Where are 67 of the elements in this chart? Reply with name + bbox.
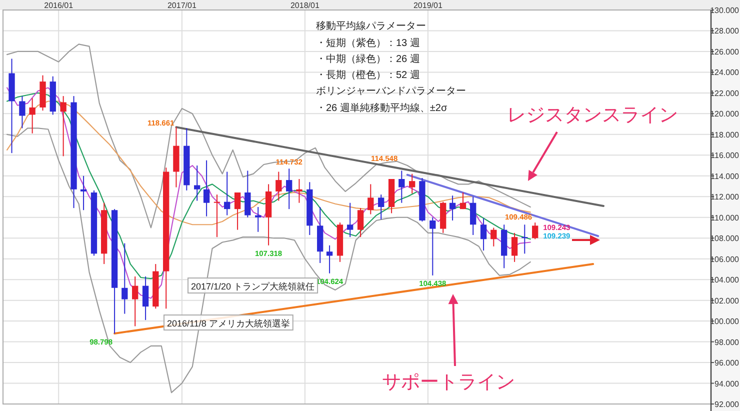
x-tick-label: 2019/01 (413, 1, 443, 10)
y-tick-label: 120.000 (710, 110, 740, 119)
y-tick-label: 118.000 (710, 130, 740, 140)
y-tick-label: 98.000 (714, 338, 740, 347)
annotation: 2017/1/20 トランプ大統領就任 (191, 282, 315, 292)
y-tick-label: 130.000 (710, 6, 740, 15)
candlestick (347, 202, 354, 238)
candlestick (19, 96, 26, 129)
annotation: ・中期（緑色）：26 週 (316, 53, 420, 65)
candlestick (244, 170, 251, 218)
candlestick (430, 216, 436, 276)
y-tick-label: 104.000 (710, 276, 740, 285)
annotation: ・短期（紫色）：13 週 (316, 37, 420, 49)
y-tick-label: 94.000 (714, 379, 740, 388)
candlestick (142, 276, 149, 321)
y-tick-label: 108.000 (710, 234, 740, 244)
y-tick-label: 128.000 (710, 26, 740, 36)
candlestick (449, 195, 456, 221)
candlestick (276, 171, 282, 202)
line-series (6, 128, 531, 394)
candlestick (224, 171, 230, 216)
annotation: ・長期（橙色）：52 週 (316, 69, 420, 81)
candlestick (398, 170, 405, 204)
annotation: ボリンジャーバンドパラメーター (316, 86, 466, 97)
y-tick-label: 114.000 (710, 172, 740, 181)
x-tick-label: 2018/01 (290, 1, 320, 10)
candlestick (480, 218, 487, 252)
candlestick (286, 168, 292, 210)
annotation: 移動平均線パラメーター (316, 20, 426, 32)
y-tick-label: 96.000 (714, 358, 740, 368)
candlestick (378, 194, 384, 220)
candlestick (522, 224, 528, 254)
x-tick-label: 2017/01 (167, 1, 197, 10)
annotation: サポートライン (382, 372, 515, 393)
candlestick (532, 222, 538, 240)
candlestick (511, 232, 518, 262)
candlestick (490, 227, 497, 247)
candlestick (409, 173, 416, 194)
candlestick (80, 175, 87, 211)
candlestick (326, 244, 333, 274)
y-tick-label: 100.000 (710, 317, 740, 326)
y-tick-label: 106.000 (710, 254, 740, 264)
candlestick (194, 165, 200, 202)
candlestick (132, 276, 138, 327)
y-tick-label: 110.000 (710, 213, 740, 222)
candlestick (368, 184, 374, 215)
candlestick (470, 196, 476, 236)
candlestick (460, 192, 466, 210)
y-tick-label: 112.000 (710, 192, 740, 202)
x-tick-label: 2016/01 (44, 1, 74, 10)
candlestick (357, 208, 364, 238)
y-tick-label: 92.000 (714, 400, 740, 409)
candlestick (29, 98, 36, 134)
candlestick (296, 178, 302, 204)
candlestick (234, 192, 241, 230)
y-tick-label: 124.000 (710, 68, 740, 78)
y-tick-label: 122.000 (710, 88, 740, 98)
candlestick (214, 194, 220, 238)
y-tick-label: 102.000 (710, 296, 740, 306)
annotation: ・26 週単純移動平均線、±2σ (316, 102, 448, 114)
annotation: 2016/11/8 アメリカ大統領選挙 (167, 318, 290, 328)
candlestick (255, 206, 262, 232)
candlestick (60, 96, 66, 157)
candlestick (122, 242, 128, 314)
candlestick (203, 160, 210, 217)
annotation: レジスタンスライン (507, 105, 678, 126)
y-tick-label: 116.000 (710, 151, 740, 160)
